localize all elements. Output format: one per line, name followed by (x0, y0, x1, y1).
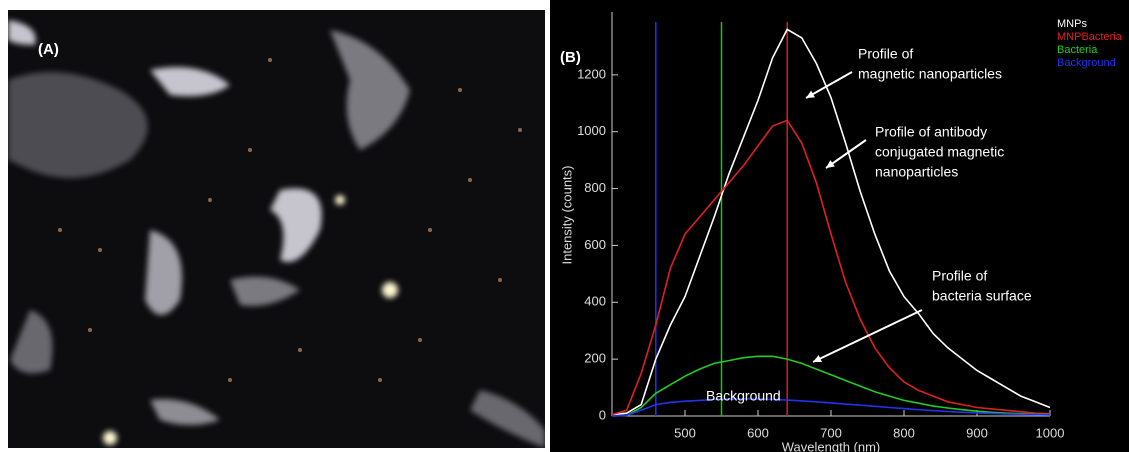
x-axis-title: Wavelength (nm) (782, 439, 881, 452)
annotation: Profile of (932, 268, 987, 284)
legend-entry: Bacteria (1057, 44, 1098, 56)
y-tick-label: 0 (599, 407, 606, 422)
annotation: nanoparticles (875, 164, 958, 180)
x-tick-label: 1000 (1036, 425, 1065, 440)
y-tick-label: 600 (584, 237, 606, 252)
annotation: magnetic nanoparticles (858, 66, 1002, 82)
x-tick-label: 700 (820, 425, 842, 440)
annotation: Background (706, 388, 781, 404)
panel-label: (A) (38, 41, 59, 58)
annotation: Profile of (858, 46, 913, 62)
y-tick-label: 400 (584, 294, 606, 309)
y-axis-title: Intensity (counts) (559, 166, 574, 265)
spectrum-panel: (B) Intensity (counts) Wavelength (nm) 0… (550, 0, 1129, 452)
x-tick-label: 900 (966, 425, 988, 440)
x-tick-label: 600 (747, 425, 769, 440)
x-tick-label: 500 (674, 425, 696, 440)
annotation: Profile of antibody (875, 124, 987, 140)
y-tick-label: 800 (584, 180, 606, 195)
y-tick-label: 1200 (577, 66, 606, 81)
y-tick-label: 200 (584, 351, 606, 366)
legend-entry: Background (1057, 57, 1116, 69)
annotation: bacteria surface (932, 288, 1032, 304)
annotation: conjugated magnetic (875, 144, 1004, 160)
legend-entry: MNPs (1057, 18, 1087, 30)
x-tick-label: 800 (893, 425, 915, 440)
y-tick-label: 1000 (577, 123, 606, 138)
figure: (A) (B) Intensity (counts) Wavelength (n… (0, 0, 1129, 452)
panel-label: (B) (560, 49, 581, 66)
legend-entry: MNPBacteria (1057, 31, 1123, 43)
micrograph: (A) (8, 10, 545, 448)
